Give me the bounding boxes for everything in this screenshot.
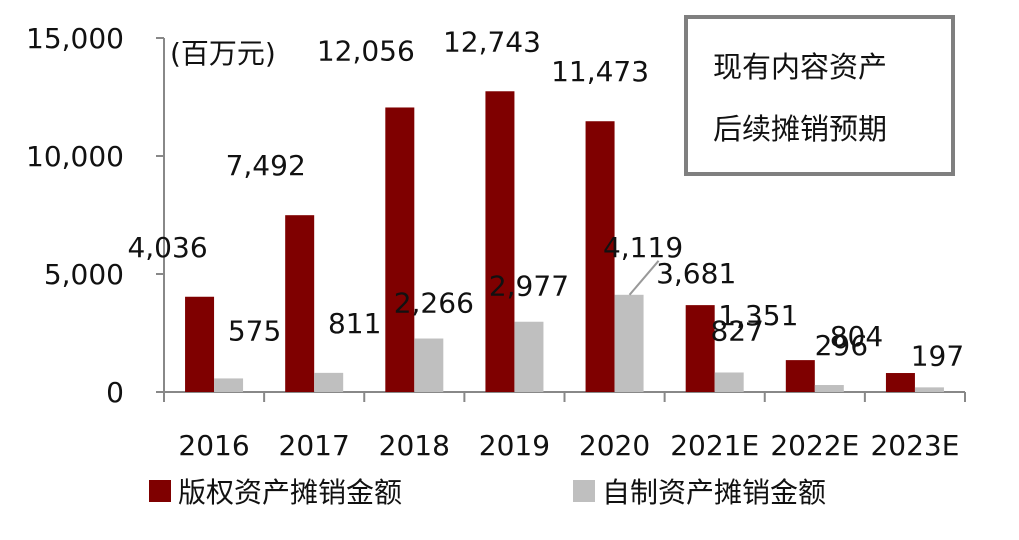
x-tick-label: 2017 (279, 429, 350, 462)
x-tick-label: 2019 (479, 429, 550, 462)
x-tick-label: 2022E (770, 429, 859, 462)
y-tick-label: 0 (106, 376, 124, 409)
bar-selfmade-2017 (314, 372, 344, 392)
legend-swatch-1 (149, 480, 171, 502)
legend: 版权资产摊销金额 自制资产摊销金额 (149, 476, 826, 509)
annotation-line-1: 现有内容资产 (713, 50, 887, 84)
label-selfmade-2016: 575 (228, 314, 281, 347)
label-copyright-2019: 12,743 (443, 25, 541, 58)
bar-copyright-2016 (185, 296, 215, 392)
x-tick-label: 2018 (379, 429, 450, 462)
label-selfmade-2023E: 197 (911, 339, 964, 372)
legend-swatch-2 (573, 480, 595, 502)
bar-copyright-2021E (685, 305, 715, 392)
legend-label-2: 自制资产摊销金额 (602, 476, 826, 509)
label-selfmade-2021E: 827 (710, 314, 763, 347)
label-copyright-2023E: 804 (830, 320, 883, 353)
bar-copyright-2018 (385, 107, 415, 393)
annotation-box: 现有内容资产 后续摊销预期 (684, 15, 955, 176)
x-tick-label: 2016 (178, 429, 249, 462)
unit-label: (百万元) (170, 37, 276, 70)
x-tick-label: 2021E (670, 429, 759, 462)
bar-copyright-2017 (285, 215, 315, 392)
bars (185, 91, 944, 393)
x-tick-label: 2023E (870, 429, 959, 462)
label-copyright-2017: 7,492 (226, 149, 306, 182)
annotation-line-2: 后续摊销预期 (713, 112, 887, 146)
label-selfmade-2019: 2,977 (489, 270, 569, 303)
bar-selfmade-2022E (814, 385, 844, 392)
y-tick-label: 5,000 (44, 258, 124, 291)
y-tick-label: 10,000 (26, 140, 124, 173)
label-copyright-2022E: 1,351 (718, 299, 798, 332)
bar-copyright-2019 (485, 91, 515, 392)
bar-selfmade-2023E (914, 387, 944, 392)
label-copyright-2020: 11,473 (551, 55, 649, 88)
y-tick-label: 15,000 (26, 22, 124, 55)
bar-copyright-2023E (885, 373, 915, 392)
bar-selfmade-2016 (214, 378, 244, 392)
label-copyright-2021E: 3,681 (656, 257, 736, 290)
legend-label-1: 版权资产摊销金额 (178, 476, 402, 509)
bar-selfmade-2018 (414, 338, 444, 392)
axes: 0 5,000 10,000 15,000 2016 2017 2018 2019 2020 20… (26, 22, 966, 462)
bar-copyright-2022E (785, 360, 815, 392)
label-selfmade-2022E: 296 (815, 329, 868, 362)
bar-selfmade-2021E (714, 372, 744, 392)
label-selfmade-2017: 811 (328, 307, 381, 340)
label-leader-line (628, 260, 660, 296)
label-selfmade-2020: 4,119 (603, 231, 683, 264)
bar-selfmade-2020 (614, 294, 644, 392)
bar-copyright-2020 (585, 121, 615, 393)
label-selfmade-2018: 2,266 (394, 287, 474, 320)
bar-selfmade-2019 (514, 321, 544, 392)
x-tick-label: 2020 (579, 429, 650, 462)
label-copyright-2016: 4,036 (127, 231, 207, 264)
label-copyright-2018: 12,056 (317, 34, 415, 67)
data-labels: 4,036 7,492 12,056 12,743 11,473 3,681 1,351 80… (127, 25, 964, 372)
